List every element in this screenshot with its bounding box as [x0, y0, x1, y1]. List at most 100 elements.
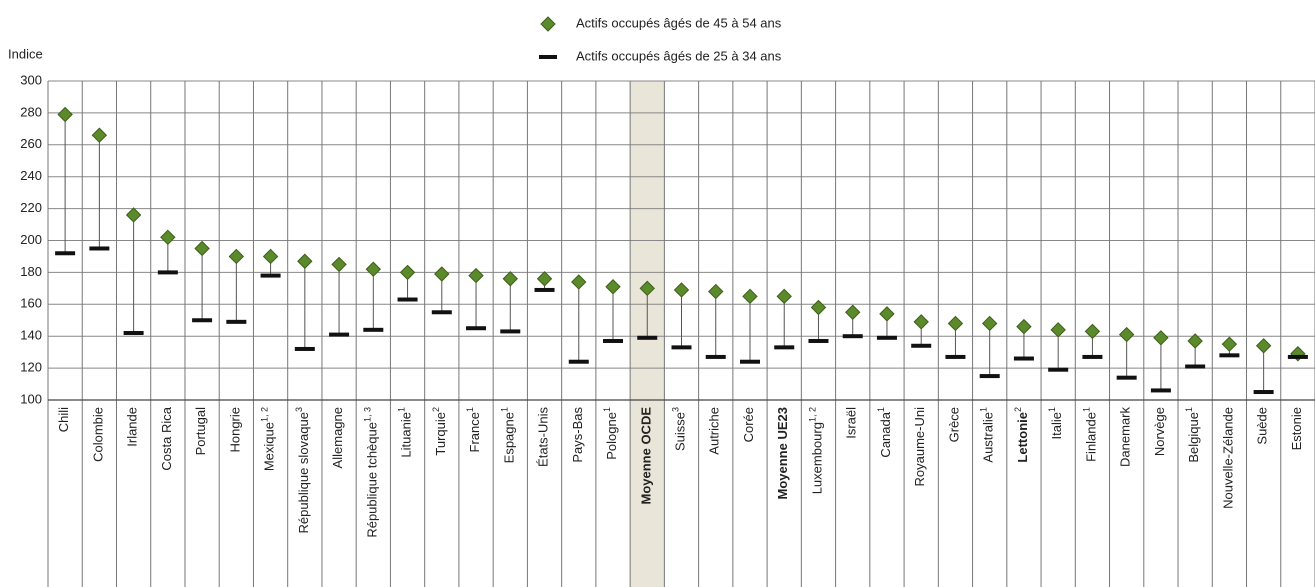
legend-marker [540, 16, 556, 32]
x-tick-label: Allemagne [331, 407, 346, 468]
category-note: 1 [602, 407, 612, 412]
x-tick-label: Estonie [1289, 407, 1304, 450]
category-name: Moyenne UE23 [776, 407, 791, 499]
dash-marker [294, 346, 315, 351]
category-name: Italie [1050, 412, 1065, 439]
dash-marker [1116, 375, 1137, 380]
category-name: Turquie [433, 412, 448, 456]
diamond-marker [947, 315, 964, 332]
category-name: République tchèque [365, 422, 380, 538]
category-note: 1 [465, 407, 475, 412]
dash-marker [329, 332, 350, 337]
category-note: 3 [671, 407, 681, 412]
diamond-marker [399, 264, 416, 281]
diamond-marker [434, 266, 450, 282]
dash-marker [637, 335, 658, 340]
diamond-marker [1221, 336, 1238, 352]
category-name: Lituanie [399, 412, 414, 458]
category-note: 1 [397, 407, 407, 412]
category-name: Mexique [262, 422, 277, 471]
category-name: Autriche [707, 407, 722, 455]
category-name: Finlande [1084, 412, 1099, 462]
x-tick-label: Hongrie [228, 407, 243, 453]
x-tick-label: États-Unis [536, 407, 551, 467]
y-tick-label: 280 [20, 104, 42, 119]
dash-marker [808, 338, 829, 343]
dash-marker [979, 374, 1000, 379]
dash-marker [123, 331, 144, 336]
x-tick-label: Chili [57, 407, 72, 432]
dash-marker [260, 273, 281, 278]
category-note: 2 [431, 407, 441, 412]
diamond-marker [1050, 322, 1066, 338]
category-name: Lettonie [1015, 412, 1030, 463]
y-tick-label: 100 [20, 391, 42, 406]
category-name: Irlande [125, 407, 140, 447]
x-tick-label: Pays-Bas [570, 407, 585, 463]
category-note: 1 [979, 407, 989, 412]
diamond-marker [1084, 323, 1101, 340]
diamond-marker [742, 288, 758, 305]
diamond-marker [1118, 326, 1135, 343]
diamond-marker [1016, 318, 1032, 335]
diamond-marker [331, 256, 347, 273]
diamond-marker [262, 248, 279, 265]
diamond-marker [776, 288, 792, 305]
category-note: 2 [1013, 407, 1023, 412]
dash-marker [671, 345, 692, 350]
dash-marker [876, 335, 897, 340]
y-tick-label: 240 [20, 168, 42, 183]
category-name: France [467, 412, 482, 452]
diamond-marker [160, 229, 176, 246]
category-name: Luxembourg [810, 422, 825, 494]
x-tick-label: Lituanie1 [397, 407, 414, 458]
dash-marker [739, 359, 760, 364]
diamond-marker [125, 207, 142, 223]
diamond-marker [468, 267, 484, 284]
category-name: Danemark [1118, 407, 1133, 467]
category-note: 3 [294, 407, 304, 412]
x-tick-label: Autriche [707, 407, 722, 455]
category-name: Nouvelle-Zélande [1221, 407, 1236, 509]
dash-marker [705, 354, 726, 359]
category-name: Belgique [1187, 412, 1202, 463]
category-name: Moyenne OCDE [639, 407, 654, 505]
dash-marker [534, 287, 555, 292]
category-name: Suède [1255, 407, 1270, 445]
category-name: République slovaque [296, 412, 311, 533]
y-tick-label: 120 [20, 360, 42, 375]
diamond-marker [297, 253, 313, 269]
dash-marker [1287, 354, 1308, 359]
category-name: Israël [844, 407, 859, 439]
diamond-marker [708, 283, 724, 300]
x-tick-label: Nouvelle-Zélande [1221, 407, 1236, 509]
y-tick-label: 200 [20, 232, 42, 247]
category-name: Corée [741, 407, 756, 442]
category-note: 1 [500, 407, 510, 412]
diamond-marker [228, 248, 245, 265]
dash-marker [568, 359, 589, 364]
category-name: Portugal [194, 407, 209, 456]
x-tick-label: Costa Rica [159, 406, 174, 470]
y-tick-label: 140 [20, 328, 42, 343]
category-name: Suisse [673, 412, 688, 451]
dash-marker [1150, 388, 1171, 393]
diamond-marker [502, 271, 518, 287]
x-tick-label: Colombie [91, 407, 106, 462]
x-tick-label: Finlande1 [1082, 407, 1099, 462]
dash-marker [397, 297, 418, 302]
legend-label: Actifs occupés âgés de 25 à 34 ans [576, 48, 782, 63]
diamond-marker [845, 304, 861, 320]
dash-marker [500, 329, 521, 334]
dash-marker [1253, 390, 1274, 395]
dash-marker [1219, 353, 1240, 358]
diamond-marker [810, 299, 827, 316]
dash-marker [89, 246, 110, 251]
category-note: 1, 2 [808, 407, 818, 422]
x-tick-label: Espagne1 [500, 407, 517, 463]
diamond-marker [536, 271, 553, 287]
x-tick-label: Suède [1255, 407, 1270, 445]
x-tick-label: Australie1 [979, 407, 996, 463]
diamond-marker [1255, 338, 1272, 354]
